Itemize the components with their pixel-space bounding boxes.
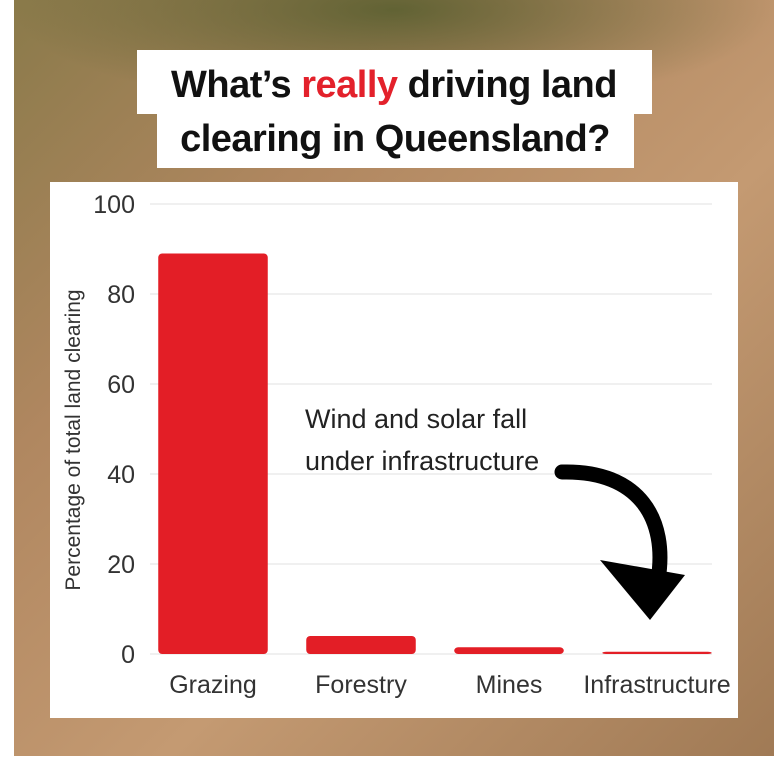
y-tick-label: 60 <box>107 371 135 399</box>
title-highlight: really <box>301 64 398 106</box>
y-tick-label: 20 <box>107 551 135 579</box>
y-tick-label: 80 <box>107 281 135 309</box>
chart-title-line: clearing in Queensland? <box>180 118 610 160</box>
title-part: driving land <box>408 64 617 106</box>
y-axis-label: Percentage of total land clearing <box>62 289 85 590</box>
x-tick-label: Mines <box>476 671 543 699</box>
annotation: Wind and solar fall <box>305 404 527 434</box>
x-tick-label: Infrastructure <box>583 671 730 699</box>
infographic: What’s really driving land clearing in Q… <box>0 0 774 758</box>
title-part: What’s <box>171 64 291 106</box>
y-tick-label: 0 <box>121 641 135 669</box>
y-tick-label: 40 <box>107 461 135 489</box>
bar <box>158 254 268 655</box>
x-tick-label: Grazing <box>169 671 257 699</box>
bar <box>306 636 416 654</box>
chart-title-line: What’s really driving land <box>171 64 617 106</box>
y-tick-label: 100 <box>93 191 135 219</box>
annotation: under infrastructure <box>305 446 539 476</box>
x-tick-label: Forestry <box>315 671 407 699</box>
bar <box>602 652 712 654</box>
bar <box>454 647 564 654</box>
